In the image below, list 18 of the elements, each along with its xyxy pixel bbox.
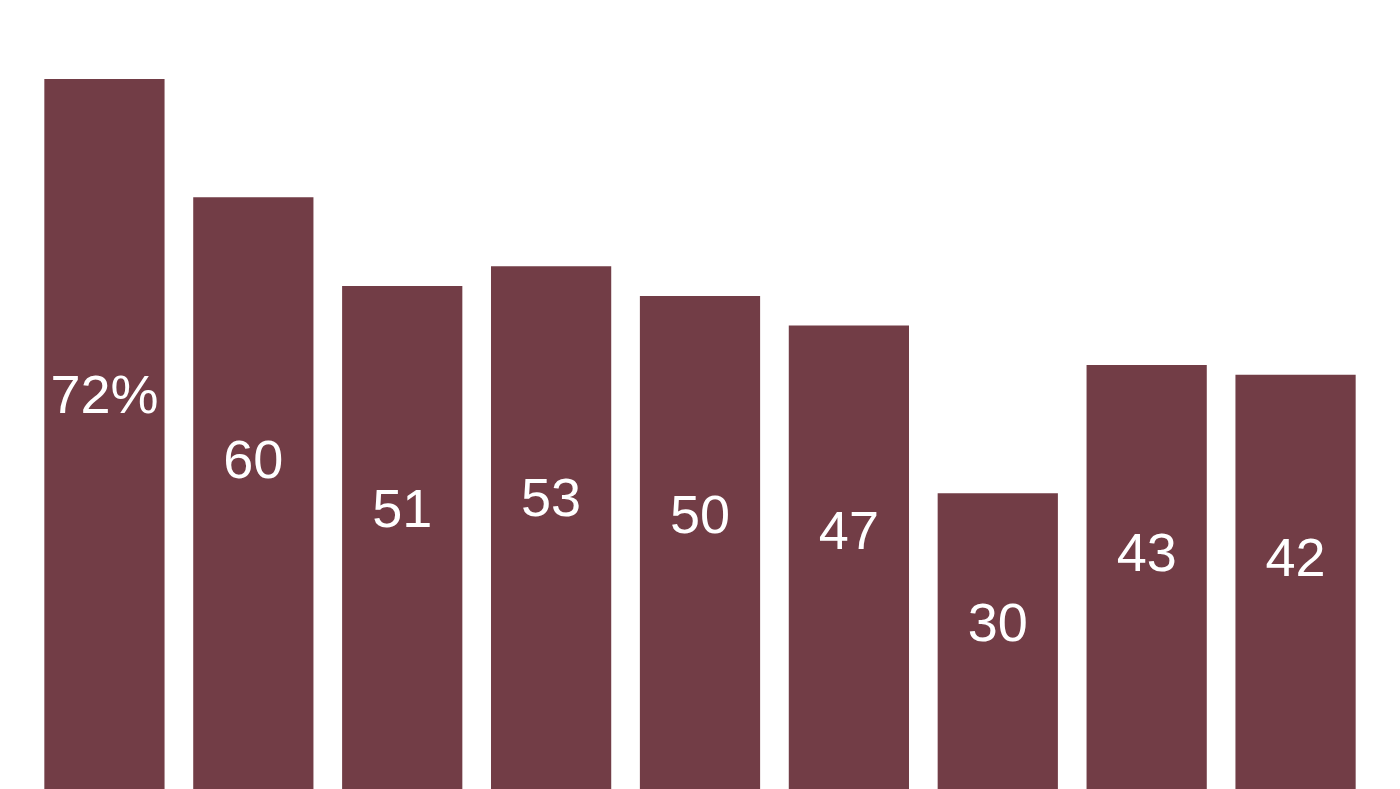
data-label: 53 [521, 467, 582, 528]
data-label: 42 [1265, 527, 1326, 588]
data-label: 51 [372, 478, 433, 539]
data-label: 47 [818, 499, 879, 560]
bar [639, 295, 761, 789]
bar [342, 286, 463, 789]
bar [1235, 374, 1356, 789]
data-label: 30 [967, 592, 1028, 653]
bar [937, 493, 1058, 789]
data-label: 50 [669, 483, 731, 544]
bar [44, 78, 165, 789]
bar [193, 197, 314, 789]
data-label: 43 [1116, 521, 1177, 582]
bar [1086, 364, 1207, 789]
data-label: 72% [50, 364, 159, 425]
bar [788, 325, 909, 789]
bar [491, 266, 612, 789]
data-label: 60 [223, 429, 284, 490]
